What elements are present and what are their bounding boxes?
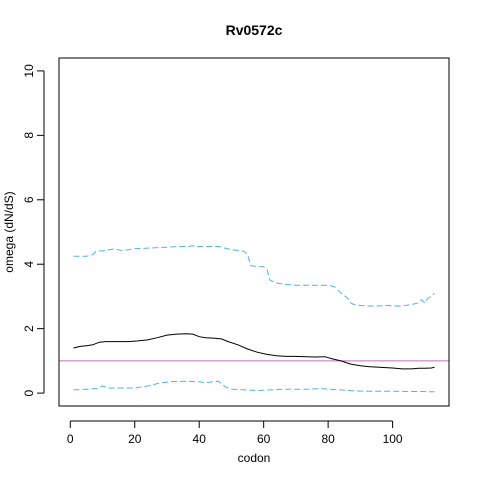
chart-title: Rv0572c: [226, 22, 283, 38]
x-tick-label: 80: [321, 432, 335, 446]
series-line-estimate: [73, 333, 435, 370]
y-tick-label: 10: [22, 64, 36, 78]
y-tick-label: 2: [22, 325, 36, 332]
y-axis-label: omega (dN/dS): [2, 191, 16, 272]
x-tick-label: 0: [67, 432, 74, 446]
x-tick-label: 40: [193, 432, 207, 446]
plot-area: 0 20 40 60 80 100 0 2 4 6 8 10: [22, 57, 450, 446]
y-tick-label: 0: [22, 389, 36, 396]
x-tick-label: 20: [128, 432, 142, 446]
y-tick-label: 4: [22, 261, 36, 268]
y-tick-label: 6: [22, 196, 36, 203]
series-line-upper: [73, 245, 435, 307]
x-tick-label: 100: [383, 432, 403, 446]
y-tick-label: 8: [22, 132, 36, 139]
x-tick-label: 60: [257, 432, 271, 446]
x-axis-label: codon: [238, 451, 271, 465]
plot-frame: [58, 57, 450, 407]
series-line-lower: [73, 380, 435, 393]
